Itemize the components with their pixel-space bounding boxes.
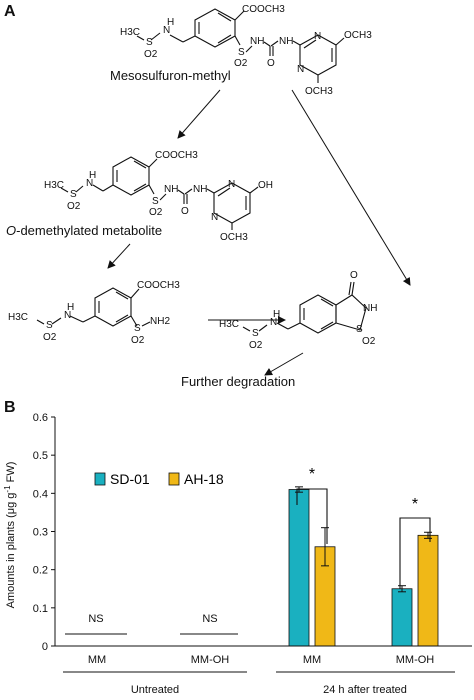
sa-n-h: H bbox=[67, 302, 74, 313]
sig-bracket-mmoh bbox=[399, 517, 431, 589]
od-urea-nh2: NH bbox=[193, 184, 207, 195]
odemethylated-name: O-demethylated metabolite bbox=[6, 223, 162, 238]
y-tick-label: 0.6 bbox=[33, 412, 48, 424]
od-oh: OH bbox=[258, 180, 273, 191]
sa-o2: O2 bbox=[131, 335, 145, 346]
bar-layer bbox=[288, 486, 439, 647]
mm-n: N bbox=[163, 25, 170, 36]
od-n: N bbox=[86, 178, 93, 189]
y-tick-label: 0 bbox=[42, 641, 48, 653]
od-ms-s: S bbox=[70, 189, 77, 200]
od-benzene-ring bbox=[112, 156, 150, 196]
mm-ms-o2: O2 bbox=[144, 49, 158, 60]
mm-pyrimidine-ring bbox=[299, 34, 337, 76]
od-urea-o: O bbox=[181, 206, 189, 217]
legend-label-sd01: SD-01 bbox=[110, 471, 150, 487]
sig-star-mmoh: * bbox=[412, 496, 418, 513]
mesosulfuron-name: Mesosulfuron-methyl bbox=[110, 68, 231, 83]
od-ring-n2: N bbox=[211, 212, 218, 223]
y-tick-label: 0.1 bbox=[33, 603, 48, 615]
od-sulf-o2: O2 bbox=[149, 207, 163, 218]
y-tick-label: 0.3 bbox=[33, 527, 48, 539]
od-ester: COOCH3 bbox=[155, 150, 198, 161]
sc-o: O bbox=[350, 270, 358, 281]
mm-sulf-s: S bbox=[238, 47, 245, 58]
mm-n-h: H bbox=[167, 17, 174, 28]
sc-ms-o2: O2 bbox=[249, 340, 263, 351]
sa-ms-h3c: H3C bbox=[8, 312, 28, 323]
od-sulf-s: S bbox=[152, 196, 159, 207]
further-degradation: Further degradation bbox=[181, 374, 295, 389]
od-ring-n1: N bbox=[228, 179, 235, 190]
sc-s: S bbox=[356, 324, 363, 335]
bar-ah-18-3 bbox=[417, 534, 439, 647]
mm-urea-nh1: NH bbox=[250, 36, 264, 47]
mm-sulf-o2: O2 bbox=[234, 58, 248, 69]
mm-och3-bottom: OCH3 bbox=[305, 86, 333, 97]
arrow-to-further-degradation bbox=[264, 352, 304, 376]
sa-s: S bbox=[134, 323, 141, 334]
mm-ms-h3c: H3C bbox=[120, 27, 140, 38]
sc-nh-h: H bbox=[273, 309, 280, 320]
sc-ms-s: S bbox=[252, 328, 259, 339]
y-axis: 0 0.1 0.2 0.3 0.4 0.5 0.6 bbox=[33, 412, 56, 653]
saccharin-structure: O NH S O2 N H S O2 H3C bbox=[219, 270, 377, 351]
od-och3: OCH3 bbox=[220, 232, 248, 243]
sc-ms-h3c: H3C bbox=[219, 319, 239, 330]
bar-sd-01-3 bbox=[391, 588, 413, 647]
od-ms-o2: O2 bbox=[67, 201, 81, 212]
arrow-od-to-sulfonamide bbox=[107, 243, 131, 269]
mm-ms-s: S bbox=[146, 37, 153, 48]
odemethylated-structure: COOCH3 N H S O2 H3C S O2 NH O NH N N OH … bbox=[44, 150, 273, 243]
legend: SD-01 AH-18 bbox=[94, 471, 224, 487]
sig-star-mm: * bbox=[309, 466, 315, 483]
sa-benzene-ring bbox=[94, 287, 132, 327]
group-label-treated: 24 h after treated bbox=[323, 684, 407, 696]
y-tick-label: 0.5 bbox=[33, 450, 48, 462]
panel-b-label: B bbox=[4, 399, 16, 416]
group-label-untreated: Untreated bbox=[131, 684, 179, 696]
bar-sd-01-2 bbox=[288, 489, 310, 647]
sulfonamide-structure: COOCH3 N H S O2 H3C S NH2 O2 bbox=[8, 280, 180, 346]
sa-ms-s: S bbox=[46, 320, 53, 331]
od-pyrimidine-ring bbox=[213, 182, 251, 224]
ns-label-mmoh: NS bbox=[202, 613, 217, 625]
mesosulfuron-structure: COOCH3 N H S O2 H3C S O2 NH O NH N N OCH… bbox=[120, 4, 372, 97]
x-label-mmoh-untreated: MM-OH bbox=[191, 654, 230, 666]
sc-five-ring bbox=[335, 294, 367, 331]
mm-urea-o: O bbox=[267, 58, 275, 69]
sc-benzene-ring bbox=[299, 294, 337, 334]
mm-ring-n1: N bbox=[314, 31, 321, 42]
mm-benzene-ring bbox=[194, 8, 236, 48]
arrow-mm-to-saccharin bbox=[291, 89, 411, 286]
mm-ester: COOCH3 bbox=[242, 4, 285, 15]
sc-nh: NH bbox=[363, 303, 377, 314]
arrow-mm-to-od bbox=[177, 89, 221, 139]
od-ms-h3c: H3C bbox=[44, 180, 64, 191]
y-axis-label: Amounts in plants (μg g-1 FW) bbox=[3, 462, 18, 609]
sa-ester: COOCH3 bbox=[137, 280, 180, 291]
sc-nh-n: N bbox=[270, 317, 277, 328]
mm-ring-n2: N bbox=[297, 64, 304, 75]
od-urea-nh1: NH bbox=[164, 184, 178, 195]
x-label-mm-untreated: MM bbox=[88, 654, 106, 666]
sc-o2: O2 bbox=[362, 336, 376, 347]
legend-swatch-ah18 bbox=[168, 472, 180, 486]
sa-ms-o2: O2 bbox=[43, 332, 57, 343]
ns-label-mm: NS bbox=[88, 613, 103, 625]
x-label-mmoh-treated: MM-OH bbox=[396, 654, 435, 666]
x-label-mm-treated: MM bbox=[303, 654, 321, 666]
sa-n: N bbox=[64, 310, 71, 321]
y-tick-label: 0.2 bbox=[33, 565, 48, 577]
mm-urea-nh2: NH bbox=[279, 36, 293, 47]
od-n-h: H bbox=[89, 170, 96, 181]
legend-label-ah18: AH-18 bbox=[184, 471, 224, 487]
sig-bracket-mm bbox=[296, 488, 328, 544]
mm-och3-top: OCH3 bbox=[344, 30, 372, 41]
y-tick-label: 0.4 bbox=[33, 488, 48, 500]
sa-nh2: NH2 bbox=[150, 316, 170, 327]
panel-a-label: A bbox=[4, 3, 16, 20]
legend-swatch-sd01 bbox=[94, 472, 106, 486]
